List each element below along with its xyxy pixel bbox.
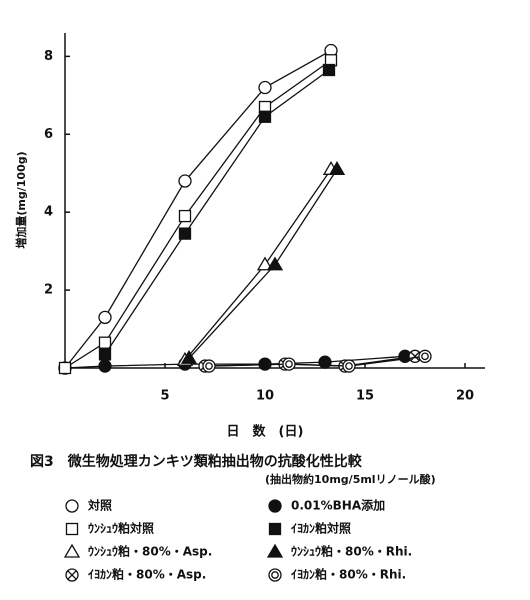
data-point <box>418 349 432 363</box>
series-line <box>104 69 330 355</box>
marker-part <box>268 499 282 513</box>
marker-part <box>180 349 198 364</box>
marker-part <box>178 209 192 223</box>
data-point <box>318 355 332 369</box>
data-point <box>178 174 192 188</box>
marker-part <box>98 348 112 361</box>
legend-label: ｳﾝｼｭｳ粕・80%・Rhi. <box>291 544 412 559</box>
legend-marker <box>65 499 79 513</box>
marker-part <box>268 522 282 536</box>
data-point <box>258 80 272 95</box>
data-point <box>180 349 198 364</box>
legend-marker <box>268 499 282 513</box>
chart-subtitle: (抽出物約10mg/5mlリノール酸) <box>265 472 436 486</box>
legend-label: ｲﾖｶﾝ粕対照 <box>291 521 351 536</box>
legend-label: ｲﾖｶﾝ粕・80%・Rhi. <box>291 567 406 582</box>
marker-part <box>65 499 79 513</box>
y-tick-label: 8 <box>44 49 53 64</box>
legend-label: 対照 <box>87 498 112 513</box>
legend-marker <box>268 522 282 536</box>
marker-part <box>258 80 272 95</box>
data-point <box>282 357 296 371</box>
legend-marker <box>65 522 79 536</box>
data-point <box>178 209 192 223</box>
legend-label: ｳﾝｼｭｳ粕・80%・Asp. <box>88 544 212 559</box>
marker-part <box>421 352 429 361</box>
marker-part <box>266 543 284 558</box>
legend-label: 0.01%BHA添加 <box>291 498 385 513</box>
data-point <box>178 227 192 240</box>
legend-marker <box>266 543 284 558</box>
data-point <box>98 336 112 349</box>
marker-part <box>328 161 346 175</box>
marker-part <box>256 256 274 271</box>
marker-part <box>65 522 79 536</box>
y-tick-label: 2 <box>44 283 53 298</box>
data-point <box>256 256 274 271</box>
marker-part <box>345 362 353 370</box>
series-line <box>208 355 426 367</box>
data-point <box>322 63 336 77</box>
legend-marker <box>65 568 79 582</box>
data-point <box>98 359 112 373</box>
marker-part <box>98 359 112 373</box>
series-line <box>64 355 406 369</box>
data-point <box>328 161 346 175</box>
chart-title: 図3 微生物処理カンキツ類粕抽出物の抗酸化性比較 <box>30 453 363 470</box>
data-point <box>408 349 422 363</box>
marker-part <box>205 362 213 370</box>
data-point <box>98 310 112 325</box>
marker-part <box>258 110 272 123</box>
data-point <box>202 359 216 373</box>
marker-part <box>410 351 420 361</box>
x-axis-label: 日 数 (日) <box>227 424 304 440</box>
x-tick-label: 20 <box>456 389 474 404</box>
marker-part <box>322 63 336 77</box>
legend-label: ｲﾖｶﾝ粕・80%・Asp. <box>88 567 206 582</box>
legend-marker <box>268 568 282 582</box>
marker-part <box>318 355 332 369</box>
legend-marker <box>63 543 81 558</box>
marker-part <box>285 360 293 368</box>
data-point <box>258 110 272 123</box>
marker-part <box>98 310 112 325</box>
data-point <box>98 348 112 361</box>
marker-part <box>58 361 72 375</box>
marker-part <box>271 571 279 579</box>
series-line <box>184 168 332 361</box>
marker-part <box>63 543 81 558</box>
marker-part <box>178 227 192 240</box>
legend-label: ｳﾝｼｭｳ粕対照 <box>88 521 154 536</box>
data-point <box>266 256 284 271</box>
x-tick-label: 10 <box>256 389 274 404</box>
y-axis-label: 増加量(mg/100g) <box>14 151 28 248</box>
data-point <box>342 359 356 373</box>
x-tick-label: 5 <box>160 389 169 404</box>
data-point <box>58 361 72 375</box>
y-tick-label: 6 <box>44 127 53 142</box>
x-tick-label: 15 <box>356 389 374 404</box>
marker-part <box>266 256 284 271</box>
marker-part <box>178 174 192 188</box>
marker-part <box>98 336 112 349</box>
marker-part <box>67 570 77 580</box>
y-tick-label: 4 <box>44 205 53 220</box>
